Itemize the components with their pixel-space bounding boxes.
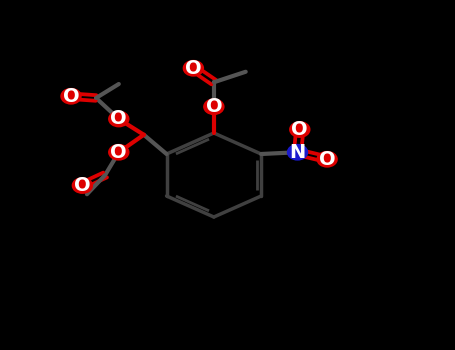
Text: O: O — [292, 120, 308, 139]
Circle shape — [290, 122, 310, 137]
Text: O: O — [111, 143, 127, 162]
Text: O: O — [319, 150, 335, 169]
Circle shape — [317, 152, 337, 167]
Text: O: O — [185, 59, 202, 78]
Circle shape — [288, 145, 308, 160]
Text: O: O — [111, 110, 127, 128]
Circle shape — [183, 61, 203, 76]
Text: O: O — [206, 97, 222, 116]
Circle shape — [109, 111, 129, 127]
Circle shape — [109, 145, 129, 160]
Circle shape — [72, 178, 92, 193]
Circle shape — [204, 99, 224, 114]
Text: O: O — [74, 176, 91, 195]
Circle shape — [61, 89, 81, 104]
Text: O: O — [63, 87, 79, 106]
Text: N: N — [289, 143, 306, 162]
